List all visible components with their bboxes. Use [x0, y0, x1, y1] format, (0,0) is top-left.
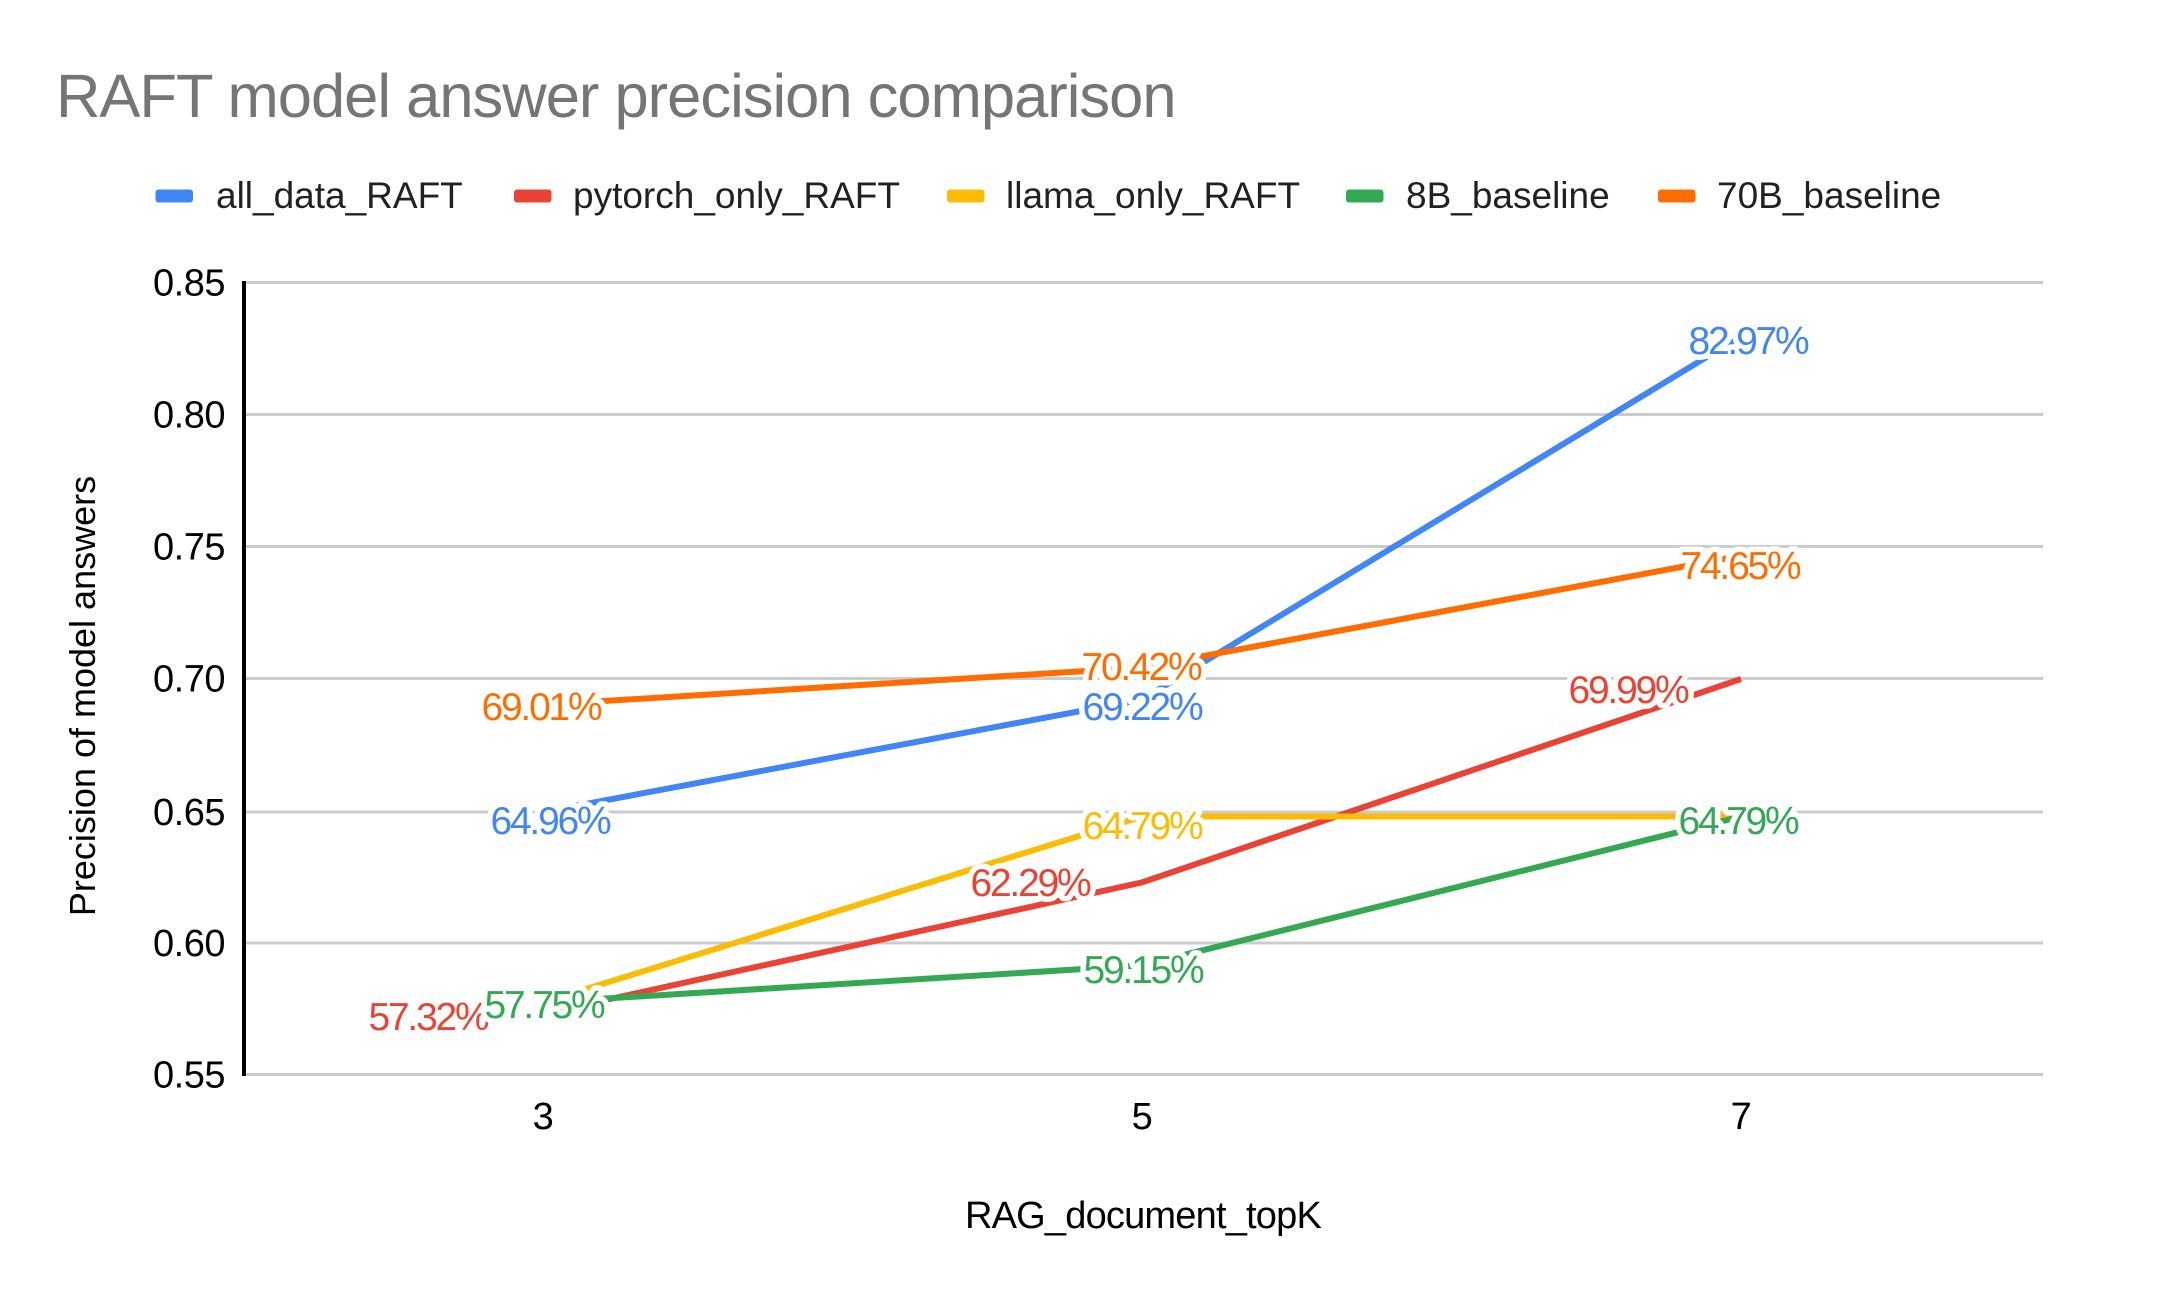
svg-text:8B_baseline: 8B_baseline: [1406, 175, 1610, 216]
svg-text:69.22%: 69.22%: [1082, 686, 1203, 729]
svg-text:7: 7: [1731, 1096, 1752, 1138]
svg-text:pytorch_only_RAFT: pytorch_only_RAFT: [573, 175, 900, 216]
svg-text:64.79%: 64.79%: [1082, 805, 1203, 848]
svg-text:59.15%: 59.15%: [1083, 949, 1204, 992]
svg-text:0.70: 0.70: [153, 659, 225, 701]
svg-text:llama_only_RAFT: llama_only_RAFT: [1006, 175, 1300, 216]
svg-text:62.29%: 62.29%: [970, 862, 1091, 905]
svg-text:57.32%: 57.32%: [368, 996, 489, 1039]
svg-text:0.60: 0.60: [153, 923, 225, 965]
svg-text:82.97%: 82.97%: [1688, 320, 1809, 363]
svg-text:64.96%: 64.96%: [490, 800, 611, 843]
svg-text:RAFT model answer precision co: RAFT model answer precision comparison: [56, 62, 1176, 131]
svg-text:0.80: 0.80: [153, 395, 225, 437]
svg-text:70B_baseline: 70B_baseline: [1717, 175, 1941, 216]
svg-text:69.99%: 69.99%: [1568, 669, 1689, 712]
svg-text:57.75%: 57.75%: [484, 984, 605, 1027]
svg-text:Precision of model answers: Precision of model answers: [62, 476, 103, 916]
svg-text:74.65%: 74.65%: [1680, 545, 1801, 588]
svg-text:5: 5: [1132, 1096, 1153, 1138]
svg-text:all_data_RAFT: all_data_RAFT: [216, 175, 463, 216]
svg-text:64.79%: 64.79%: [1678, 800, 1799, 843]
svg-text:0.85: 0.85: [153, 263, 225, 305]
svg-text:69.01%: 69.01%: [481, 686, 602, 729]
svg-text:0.75: 0.75: [153, 527, 225, 569]
svg-text:RAG_document_topK: RAG_document_topK: [965, 1195, 1322, 1237]
svg-text:0.55: 0.55: [153, 1055, 225, 1097]
svg-text:0.65: 0.65: [153, 792, 225, 834]
svg-text:70.42%: 70.42%: [1081, 646, 1202, 689]
svg-text:3: 3: [533, 1096, 554, 1138]
